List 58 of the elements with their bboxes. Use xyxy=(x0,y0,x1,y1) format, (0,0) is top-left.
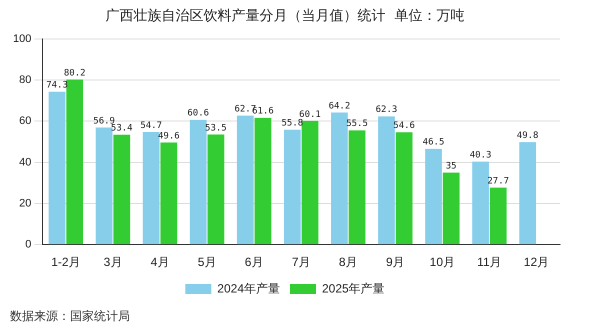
x-tick-label: 8月 xyxy=(338,255,358,270)
data-label: 62.3 xyxy=(376,105,398,116)
bar xyxy=(490,188,507,244)
bar xyxy=(236,116,254,244)
x-tick-label: 6月 xyxy=(244,255,264,270)
bar xyxy=(66,80,84,244)
bar xyxy=(113,134,130,244)
bar xyxy=(442,172,460,244)
bar xyxy=(96,128,112,244)
data-label: 46.5 xyxy=(422,138,444,148)
bar xyxy=(425,148,442,244)
y-tick-label: 80 xyxy=(19,74,32,86)
bar xyxy=(472,162,489,244)
bar xyxy=(378,116,395,244)
data-label: 49.6 xyxy=(158,131,180,142)
bar xyxy=(160,142,178,244)
bar xyxy=(331,112,348,244)
chart-title: 广西壮族自治区饮料产量分月（当月值）统计 单位：万吨 xyxy=(106,8,464,24)
data-label: 64.2 xyxy=(328,101,350,112)
data-label: 35 xyxy=(446,161,457,172)
legend-label: 2024年产量 xyxy=(217,281,280,296)
bar xyxy=(302,120,318,244)
source-note: 数据来源：国家统计局 xyxy=(10,308,130,325)
y-tick-label: 20 xyxy=(19,197,32,210)
x-tick-label: 7月 xyxy=(292,255,311,270)
bar xyxy=(348,130,366,244)
data-label: 54.6 xyxy=(393,121,415,132)
data-label: 53.4 xyxy=(110,124,133,134)
bar xyxy=(396,132,412,244)
x-tick-label: 12月 xyxy=(524,255,550,270)
x-tick-label: 10月 xyxy=(430,255,456,270)
data-label: 80.2 xyxy=(64,68,86,78)
bar xyxy=(208,134,224,244)
bar xyxy=(190,120,207,244)
data-label: 27.7 xyxy=(487,176,510,186)
bar xyxy=(254,118,272,244)
bar xyxy=(142,132,160,244)
data-label: 40.3 xyxy=(470,150,492,161)
data-label: 54.7 xyxy=(140,120,162,131)
bar xyxy=(48,92,66,244)
x-tick-label: 1-2月 xyxy=(51,255,81,270)
x-tick-label: 5月 xyxy=(198,255,216,270)
bar xyxy=(519,142,536,244)
x-tick-label: 4月 xyxy=(150,255,170,270)
y-tick-label: 60 xyxy=(19,115,32,128)
data-label: 49.8 xyxy=(516,130,538,141)
y-tick-label: 40 xyxy=(19,156,32,168)
legend-label: 2025年产量 xyxy=(322,281,385,296)
bar xyxy=(284,130,301,244)
data-label: 53.5 xyxy=(205,123,227,134)
y-tick-label: 100 xyxy=(12,32,32,45)
x-tick-label: 3月 xyxy=(104,255,122,270)
data-label: 55.5 xyxy=(346,119,368,130)
y-tick-label: 0 xyxy=(25,238,32,251)
x-tick-label: 11月 xyxy=(477,255,502,270)
x-tick-label: 9月 xyxy=(386,255,405,270)
data-label: 60.1 xyxy=(299,110,321,120)
data-label: 60.6 xyxy=(187,108,210,119)
